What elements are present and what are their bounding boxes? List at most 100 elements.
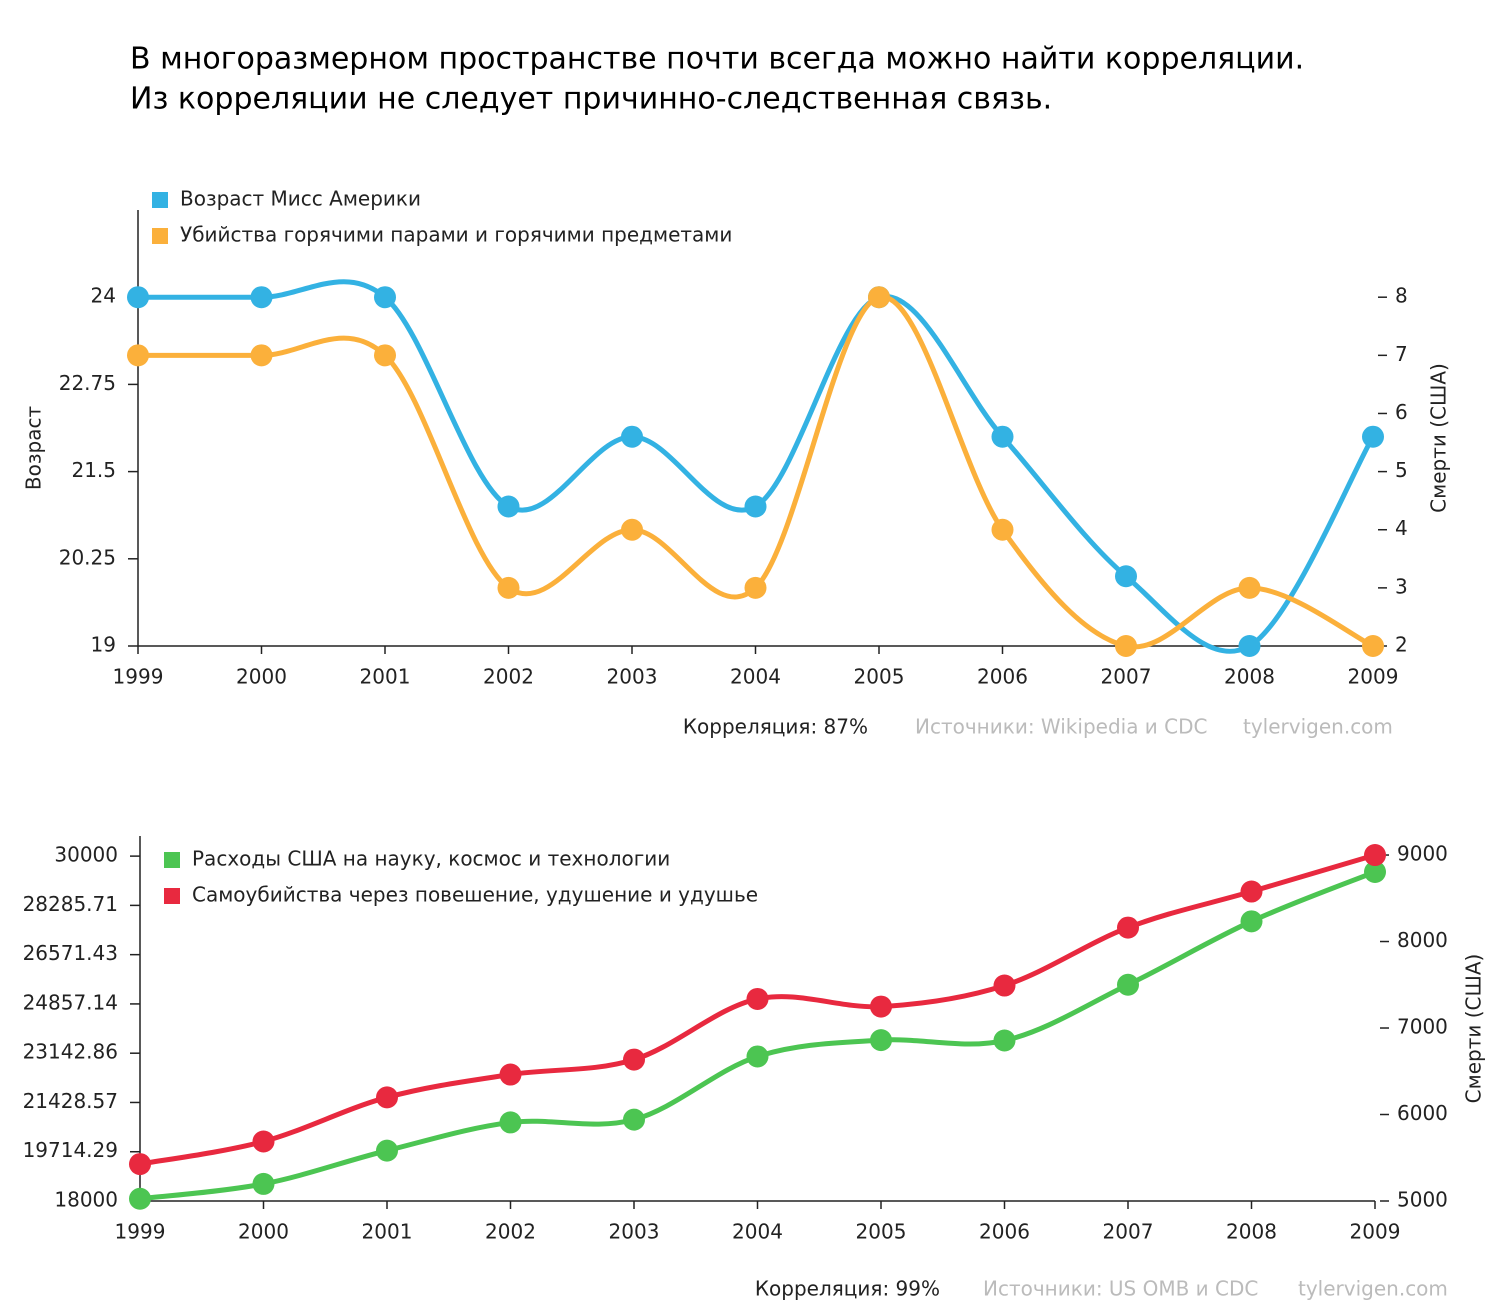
x-tick-label: 2003 [609,1220,660,1244]
x-tick-label: 1999 [113,665,164,689]
y-tick-label: 21428.57 [23,1089,118,1113]
y2-tick-label: 3 [1395,574,1408,598]
data-point [252,1130,275,1153]
data-point [1117,973,1139,996]
y2-tick-label: 7 [1395,342,1408,366]
x-tick-label: 2005 [856,1220,907,1244]
data-point [1362,635,1384,657]
y-tick-label: 22.75 [59,371,116,395]
data-point [744,576,767,599]
data-point [1362,425,1384,448]
data-point [621,425,643,448]
annotation: Корреляция: 99% [755,1277,940,1301]
data-point [1240,910,1263,933]
data-point [623,1108,645,1131]
legend-swatch [164,852,180,868]
legend-label: Возраст Мисс Америки [180,187,421,211]
data-point [1364,860,1386,883]
x-tick-label: 2009 [1348,665,1399,689]
y2-tick-label: 9000 [1397,842,1448,866]
y2-axis-label: Смерти (США) [1462,954,1486,1104]
y-tick-label: 28285.71 [23,892,118,916]
annotation: Корреляция: 87% [683,715,868,739]
data-point [250,286,273,309]
x-tick-label: 2007 [1101,665,1152,689]
data-point [870,995,892,1018]
title: Из корреляции не следует причинно-следст… [130,82,1052,117]
data-point [497,576,520,599]
y-tick-label: 30000 [54,843,118,867]
data-point [991,518,1014,541]
y-tick-label: 24857.14 [23,990,118,1014]
data-point [127,286,149,309]
x-tick-label: 2009 [1350,1220,1401,1244]
data-point [746,1045,769,1068]
x-tick-label: 2006 [977,665,1028,689]
data-point [1115,635,1137,657]
x-tick-label: 2003 [607,665,658,689]
data-point [374,344,396,367]
x-tick-label: 2002 [485,1220,536,1244]
x-tick-label: 2000 [236,665,287,689]
y2-tick-label: 7000 [1397,1015,1448,1039]
data-point [1238,635,1261,657]
data-point [376,1139,398,1162]
data-point [870,1029,892,1052]
legend-swatch [152,228,168,244]
data-point [129,1153,151,1176]
annotation: Источники: US OMB и CDC [983,1277,1258,1301]
data-point [376,1086,398,1109]
y-tick-label: 26571.43 [23,941,118,965]
x-tick-label: 2008 [1226,1220,1277,1244]
y-tick-label: 21.5 [71,458,116,482]
data-point [129,1187,151,1210]
x-tick-label: 1999 [115,1220,166,1244]
data-point [499,1111,522,1134]
legend-label: Расходы США на науку, космос и технологи… [192,847,670,871]
y-tick-label: 24 [91,284,116,308]
x-tick-label: 2004 [732,1220,783,1244]
data-point [746,987,769,1010]
data-point [1240,880,1263,903]
data-point [744,495,767,518]
x-tick-label: 2006 [979,1220,1030,1244]
x-tick-label: 2001 [362,1220,413,1244]
y2-tick-label: 6 [1395,400,1408,424]
y-axis-label: Возраст [22,406,46,491]
data-point [497,495,520,518]
x-tick-label: 2005 [854,665,905,689]
y-tick-label: 18000 [54,1188,118,1212]
x-tick-label: 2002 [483,665,534,689]
y2-tick-label: 8 [1395,284,1408,308]
x-tick-label: 2000 [238,1220,289,1244]
data-point [374,286,396,309]
data-point [252,1172,275,1195]
data-point [993,1029,1016,1052]
data-point [1238,576,1261,599]
data-point [127,344,149,367]
x-tick-label: 2004 [730,665,781,689]
data-point [868,286,890,309]
data-point [991,425,1014,448]
annotation: Источники: Wikipedia и CDC [915,715,1208,739]
data-point [623,1048,645,1071]
y2-tick-label: 6000 [1397,1101,1448,1125]
x-tick-label: 2001 [360,665,411,689]
y-tick-label: 23142.86 [23,1040,118,1064]
data-point [621,518,643,541]
data-point [1117,916,1139,939]
legend-swatch [152,192,168,208]
series-line [139,869,1376,1202]
y-tick-label: 19 [91,633,116,657]
legend-label: Самоубийства через повешение, удушение и… [192,883,758,907]
y2-tick-label: 4 [1395,516,1408,540]
data-point [1115,565,1137,588]
x-tick-label: 2007 [1103,1220,1154,1244]
annotation: tylervigen.com [1298,1277,1448,1301]
y2-axis-label: Смерти (США) [1427,363,1451,513]
data-point [993,974,1016,997]
legend-swatch [164,888,180,904]
annotation: tylervigen.com [1243,715,1393,739]
y-tick-label: 20.25 [59,545,116,569]
